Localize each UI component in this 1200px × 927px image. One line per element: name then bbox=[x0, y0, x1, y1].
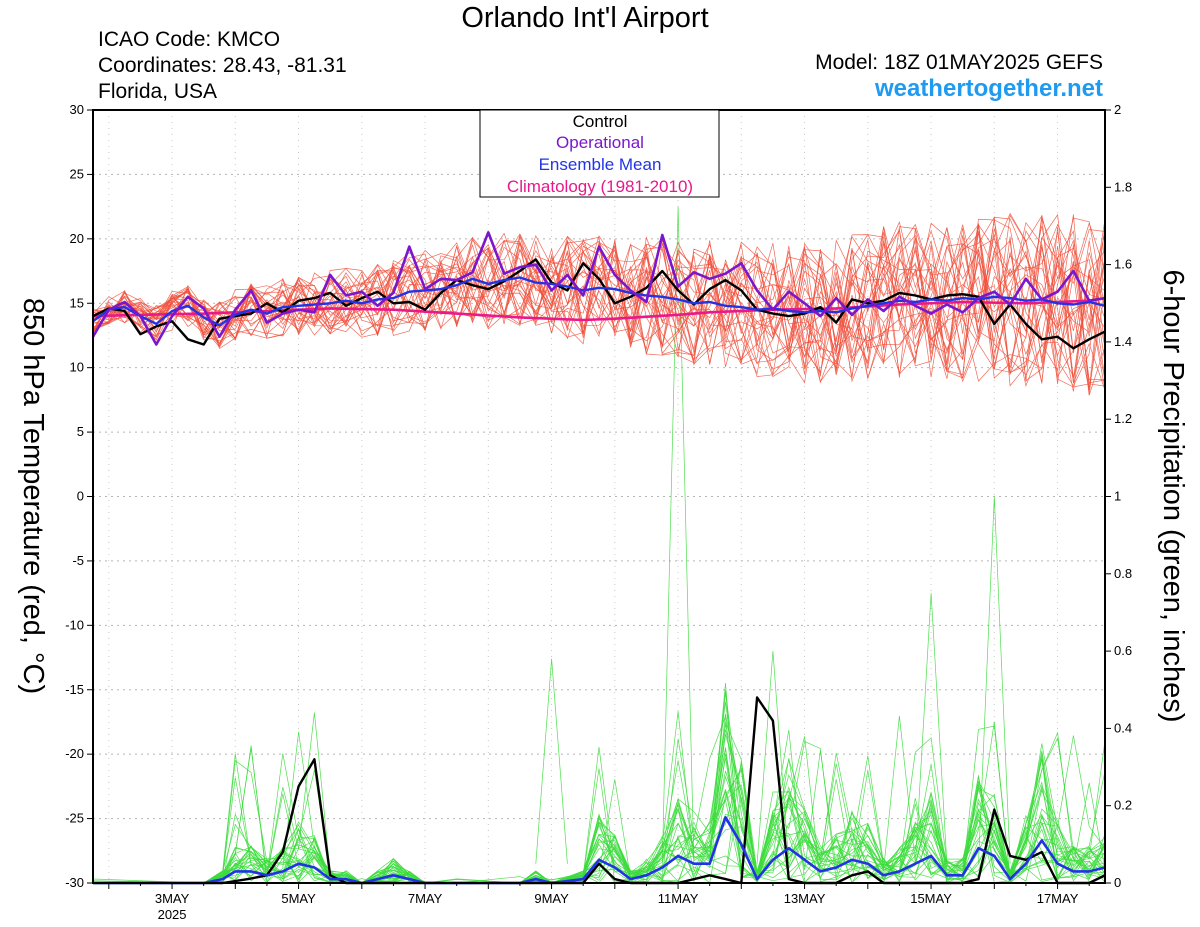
y-left-tick-label: -5 bbox=[72, 553, 84, 568]
precip-member-line bbox=[93, 692, 1106, 884]
y-right-tick-label: 1.4 bbox=[1114, 334, 1132, 349]
mean-precip-line bbox=[93, 816, 1106, 885]
y-right-tick-label: 0.8 bbox=[1114, 566, 1132, 581]
precip-member-line bbox=[93, 713, 1106, 884]
temp-member-line bbox=[92, 223, 1106, 384]
precip-member-spike bbox=[756, 651, 790, 864]
precip-member-spike bbox=[661, 206, 695, 864]
site-link[interactable]: weathertogether.net bbox=[874, 75, 1103, 102]
temp-member-line bbox=[92, 229, 1106, 391]
precip-member-line bbox=[92, 781, 1106, 884]
x-tick-label: 15MAY bbox=[910, 891, 952, 906]
coordinates: Coordinates: 28.43, -81.31 bbox=[98, 54, 347, 77]
x-tick-label: 5MAY bbox=[281, 891, 316, 906]
x-tick-label: 7MAY bbox=[408, 891, 443, 906]
legend-operational: Operational bbox=[556, 133, 644, 152]
control-temp-line bbox=[92, 258, 1106, 350]
precip-member-spike bbox=[978, 496, 1011, 864]
temp-member-line bbox=[92, 218, 1106, 376]
y-left-tick-label: 10 bbox=[70, 360, 84, 375]
temp-member-line bbox=[92, 223, 1106, 392]
gridlines bbox=[93, 110, 1105, 883]
y-right-tick-label: 1 bbox=[1114, 489, 1121, 504]
temp-member-line bbox=[92, 235, 1106, 383]
y-left-tick-label: 15 bbox=[70, 295, 84, 310]
y-left-tick-label: 5 bbox=[77, 424, 84, 439]
precip-member-line bbox=[93, 682, 1106, 884]
y-left-tick-label: -30 bbox=[65, 875, 84, 890]
x-tick-label: 17MAY bbox=[1037, 891, 1079, 906]
x-tick-label: 13MAY bbox=[784, 891, 826, 906]
temp-member-line bbox=[92, 224, 1106, 391]
legend: Control Operational Ensemble Mean Climat… bbox=[479, 109, 720, 198]
icao-code: ICAO Code: KMCO bbox=[98, 28, 281, 51]
y-left-tick-label: 25 bbox=[70, 166, 84, 181]
precip-member-line bbox=[93, 779, 1106, 884]
precip-member-line bbox=[93, 735, 1106, 884]
y-left-axis-label: 850 hPa Temperature (red, °C) bbox=[17, 298, 49, 694]
precip-member-line bbox=[93, 701, 1106, 884]
y-right-tick-label: 0 bbox=[1114, 875, 1121, 890]
y-right-tick-label: 0.6 bbox=[1114, 643, 1132, 658]
operational-temp-line bbox=[91, 231, 1106, 346]
chart-title: Orlando Int'l Airport bbox=[461, 2, 709, 34]
precip-member-line bbox=[93, 757, 1106, 884]
precip-member-line bbox=[93, 711, 1106, 884]
y-left-tick-label: 0 bbox=[77, 489, 84, 504]
legend-ensemble-mean: Ensemble Mean bbox=[539, 155, 662, 174]
precip-member-spike bbox=[914, 593, 948, 864]
x-tick-label: 3MAY bbox=[155, 891, 190, 906]
y-right-tick-label: 1.2 bbox=[1114, 411, 1132, 426]
y-right-tick-label: 1.6 bbox=[1114, 257, 1132, 272]
y-right-axis-label: 6-hour Precipitation (green, inches) bbox=[1157, 270, 1189, 723]
legend-box bbox=[479, 109, 720, 198]
temp-member-line bbox=[92, 213, 1106, 383]
temp-member-line bbox=[92, 212, 1106, 381]
y-left-tick-label: -20 bbox=[65, 746, 84, 761]
x-tick-sublabel: 2025 bbox=[158, 907, 187, 922]
y-left-tick-label: 30 bbox=[70, 102, 84, 117]
legend-control: Control bbox=[573, 112, 628, 131]
y-right-tick-label: 1.8 bbox=[1114, 179, 1132, 194]
y-right-tick-label: 0.2 bbox=[1114, 798, 1132, 813]
main-series bbox=[91, 231, 1106, 885]
x-tick-label: 11MAY bbox=[658, 891, 699, 906]
precip-member-spike bbox=[535, 658, 568, 864]
legend-climatology: Climatology (1981-2010) bbox=[507, 177, 693, 196]
y-left-tick-label: -10 bbox=[65, 617, 84, 632]
model-run: Model: 18Z 01MAY2025 GEFS bbox=[815, 51, 1103, 74]
region: Florida, USA bbox=[98, 80, 218, 103]
y-right-tick-label: 2 bbox=[1114, 102, 1121, 117]
y-left-tick-label: -25 bbox=[65, 811, 84, 826]
axes: 302520151050-5-10-15-20-25-3021.81.61.41… bbox=[65, 102, 1132, 922]
y-right-tick-label: 0.4 bbox=[1114, 720, 1132, 735]
y-left-tick-label: -15 bbox=[65, 682, 84, 697]
x-tick-label: 9MAY bbox=[534, 891, 569, 906]
y-left-tick-label: 20 bbox=[70, 231, 84, 246]
